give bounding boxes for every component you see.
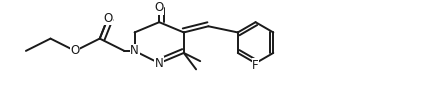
Text: O: O	[71, 44, 80, 57]
Text: O: O	[103, 12, 113, 25]
Text: N: N	[130, 44, 139, 57]
Text: F: F	[252, 59, 259, 72]
Text: O: O	[155, 1, 164, 14]
Text: N: N	[155, 57, 164, 70]
